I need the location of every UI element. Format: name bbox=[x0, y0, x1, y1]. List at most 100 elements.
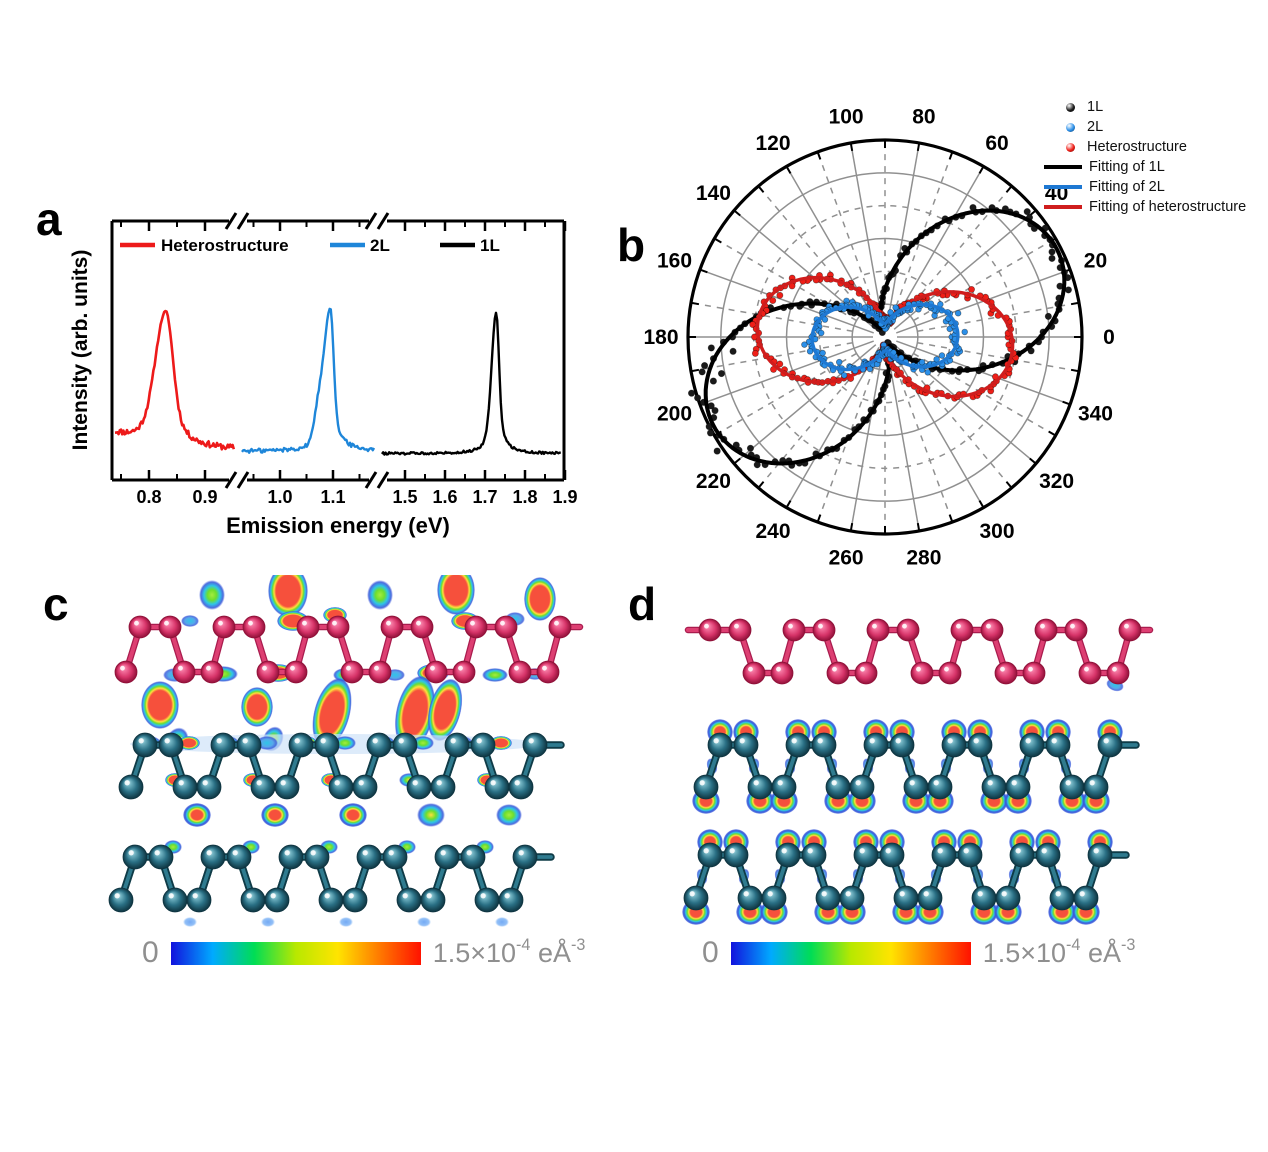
atom-highlight bbox=[895, 738, 901, 744]
panel-d-letter: d bbox=[628, 578, 657, 630]
atom-highlight bbox=[1000, 666, 1005, 672]
atom-highlight bbox=[402, 893, 408, 899]
atom-highlight bbox=[332, 620, 337, 626]
teal-atom bbox=[981, 774, 1007, 800]
density-blob-bigred bbox=[241, 687, 273, 727]
polar-tick bbox=[948, 514, 954, 523]
legend-b-line-icon bbox=[1044, 185, 1082, 189]
atom-highlight bbox=[1055, 891, 1061, 897]
pink-atom bbox=[368, 660, 392, 684]
teal-atom bbox=[288, 732, 314, 758]
pink-atom bbox=[770, 661, 794, 685]
teal-atom bbox=[200, 844, 226, 870]
pink-atom bbox=[950, 618, 974, 642]
density-blob-yellow bbox=[417, 803, 445, 827]
pink-atom bbox=[742, 661, 766, 685]
polar-point-2L bbox=[806, 348, 814, 355]
atom-highlight bbox=[416, 620, 421, 626]
atom-highlight bbox=[256, 780, 262, 786]
polar-spoke bbox=[893, 210, 1036, 330]
density-blob-bigred bbox=[141, 681, 179, 729]
atom-highlight bbox=[977, 891, 983, 897]
atom-highlight bbox=[386, 620, 391, 626]
polar-angle-label: 180 bbox=[643, 326, 678, 349]
legend-b-label: Heterostructure bbox=[1087, 139, 1187, 155]
teal-atom bbox=[839, 885, 865, 911]
teal-atom bbox=[683, 885, 709, 911]
teal-atom bbox=[240, 887, 266, 913]
atom-highlight bbox=[734, 623, 739, 629]
polar-spoke bbox=[890, 166, 984, 327]
density-blob-bigred bbox=[490, 736, 512, 750]
axis-line bbox=[224, 471, 238, 489]
atom-highlight bbox=[703, 848, 709, 854]
polar-point-2L bbox=[821, 316, 829, 323]
atom-highlight bbox=[248, 620, 253, 626]
legend-b-item: Heterostructure bbox=[1038, 137, 1268, 157]
atom-highlight bbox=[956, 623, 961, 629]
polar-tick bbox=[1005, 481, 1013, 489]
atom-highlight bbox=[1041, 848, 1047, 854]
atom-highlight bbox=[206, 850, 212, 856]
polar-point-1L bbox=[1064, 286, 1072, 294]
density-blob-green bbox=[199, 580, 225, 610]
atom-highlight bbox=[845, 891, 851, 897]
teal-atom bbox=[352, 774, 378, 800]
atom-highlight bbox=[466, 850, 472, 856]
atom-highlight bbox=[374, 665, 379, 671]
pink-atom bbox=[256, 660, 280, 684]
polar-tick bbox=[816, 151, 822, 160]
atom-highlight bbox=[450, 738, 456, 744]
density-blob-bigred bbox=[268, 575, 308, 617]
atom-highlight bbox=[933, 780, 939, 786]
teal-atom bbox=[785, 732, 811, 758]
atom-highlight bbox=[542, 665, 547, 671]
atom-highlight bbox=[426, 893, 432, 899]
polar-angle-label: 120 bbox=[755, 132, 790, 155]
density-blob-blue bbox=[183, 917, 197, 927]
teal-atom bbox=[1005, 774, 1031, 800]
polar-point-1L bbox=[1023, 208, 1031, 216]
polar-tick bbox=[978, 165, 985, 174]
teal-atom bbox=[889, 732, 915, 758]
polar-point-1L bbox=[701, 362, 709, 370]
atom-highlight bbox=[294, 738, 300, 744]
polar-angle-label: 300 bbox=[979, 520, 1014, 543]
teal-atom bbox=[508, 774, 534, 800]
teal-atom bbox=[122, 844, 148, 870]
atom-highlight bbox=[973, 738, 979, 744]
panel-a-spectra-chart: Intensity (arb. units) Emission energy (… bbox=[69, 212, 578, 538]
x-tick-label: 1.7 bbox=[472, 487, 497, 507]
polar-tick bbox=[978, 500, 985, 509]
polar-point-2L bbox=[892, 304, 899, 311]
polar-angle-label: 240 bbox=[755, 520, 790, 543]
atom-highlight bbox=[412, 780, 418, 786]
pink-atom bbox=[826, 661, 850, 685]
teal-atom bbox=[1019, 732, 1045, 758]
teal-atom bbox=[863, 732, 889, 758]
polar-spoke bbox=[886, 143, 920, 326]
polar-spoke bbox=[691, 341, 853, 372]
teal-atom bbox=[118, 774, 144, 800]
teal-atom bbox=[893, 885, 919, 911]
pink-atom bbox=[340, 660, 364, 684]
polar-spoke bbox=[886, 348, 920, 531]
polar-point-1L bbox=[1044, 312, 1052, 320]
teal-atom bbox=[801, 842, 827, 868]
atom-highlight bbox=[168, 893, 174, 899]
atom-highlight bbox=[916, 666, 921, 672]
teal-atom bbox=[1073, 885, 1099, 911]
pink-atom bbox=[728, 618, 752, 642]
pink-atom bbox=[980, 618, 1004, 642]
teal-atom bbox=[304, 844, 330, 870]
x-tick-label: 1.8 bbox=[512, 487, 537, 507]
teal-atom bbox=[274, 774, 300, 800]
atom-highlight bbox=[476, 738, 482, 744]
pink-atom bbox=[896, 618, 920, 642]
teal-atom bbox=[853, 842, 879, 868]
atom-highlight bbox=[388, 850, 394, 856]
polar-point-2L bbox=[961, 328, 968, 336]
atom-highlight bbox=[480, 893, 486, 899]
atom-highlight bbox=[218, 620, 223, 626]
